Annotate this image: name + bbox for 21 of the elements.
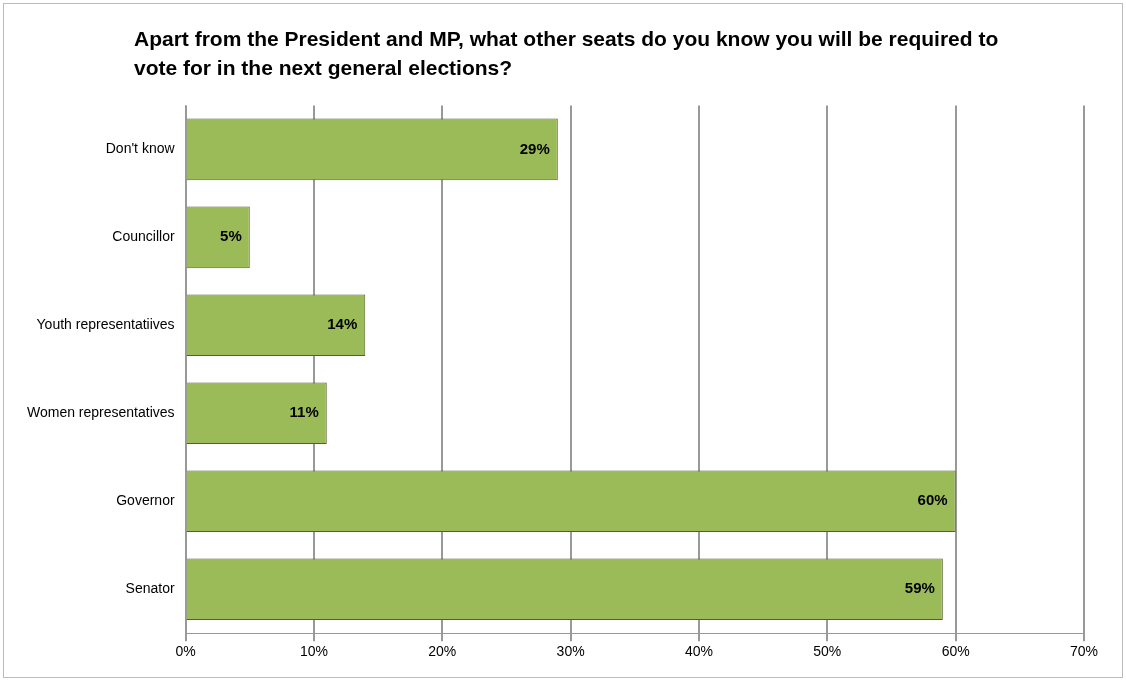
x-tick-label: 20% bbox=[428, 643, 457, 660]
y-tick-label: Governor bbox=[116, 492, 175, 509]
x-tick-label: 40% bbox=[684, 643, 713, 660]
y-tick-label: Youth representatiives bbox=[36, 316, 175, 333]
y-tick-label: Councillor bbox=[112, 228, 175, 245]
x-tick-label: 0% bbox=[175, 643, 196, 660]
y-tick-label: Women representatives bbox=[26, 404, 175, 421]
data-label: 14% bbox=[327, 315, 358, 333]
x-tick-label: 10% bbox=[299, 643, 328, 660]
data-label: 29% bbox=[519, 139, 550, 157]
x-tick-label: 60% bbox=[941, 643, 970, 660]
data-label: 60% bbox=[917, 491, 948, 509]
x-tick-label: 50% bbox=[813, 643, 842, 660]
data-label: 5% bbox=[220, 227, 242, 245]
data-label: 11% bbox=[289, 403, 319, 421]
chart-title: Apart from the President and MP, what other seats do you know you will be required to vote for in the next general elections? bbox=[134, 26, 1000, 81]
y-tick-label: Don't know bbox=[105, 140, 176, 157]
x-tick-label: 30% bbox=[556, 643, 585, 660]
data-label: 59% bbox=[904, 579, 935, 597]
y-tick-label: Senator bbox=[125, 580, 175, 597]
x-tick-label: 70% bbox=[1069, 643, 1099, 660]
